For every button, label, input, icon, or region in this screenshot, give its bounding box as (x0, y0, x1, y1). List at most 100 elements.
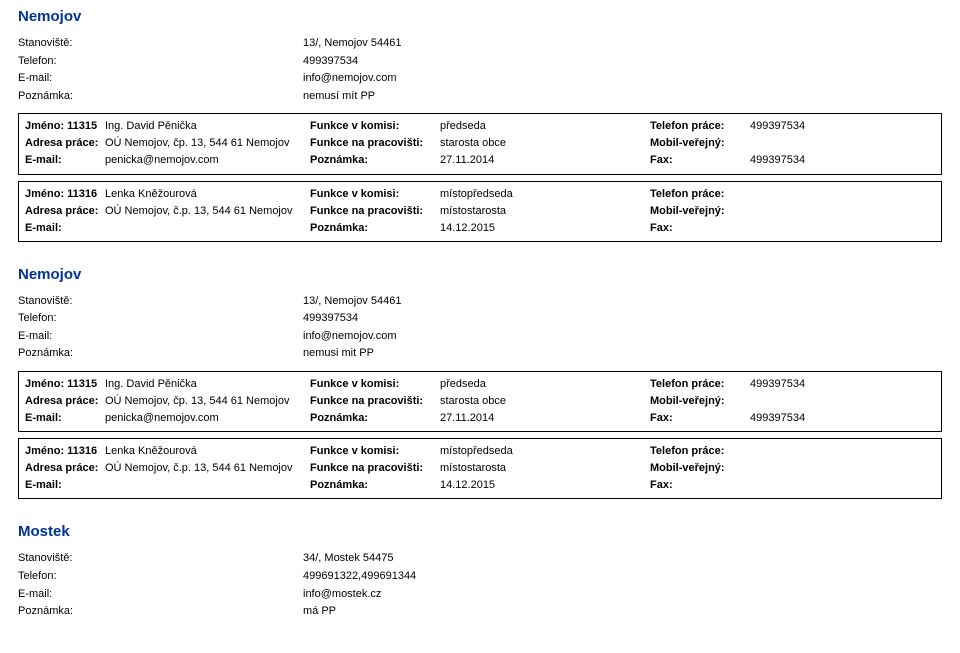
record-cell: Adresa práce: (25, 393, 105, 410)
record: Jméno: 11316Lenka KněžourováFunkce v kom… (18, 438, 942, 499)
record-cell: Telefon práce: (650, 376, 750, 393)
record-cell (105, 220, 310, 237)
record-cell: 14.12.2015 (440, 477, 650, 494)
header-block: Stanoviště:13/, Nemojov 54461Telefon:499… (18, 35, 942, 105)
email-label: E-mail: (18, 328, 303, 346)
record-cell: OÚ Nemojov, č.p. 13, 544 61 Nemojov (105, 203, 310, 220)
email-label: E-mail: (18, 586, 303, 604)
header-row-email: E-mail:info@nemojov.com (18, 70, 942, 88)
record-cell: Mobil-veřejný: (650, 393, 750, 410)
record-row: E-mail:penicka@nemojov.comPoznámka:27.11… (25, 410, 935, 427)
record-cell (750, 203, 935, 220)
record-cell: 27.11.2014 (440, 152, 650, 169)
record-cell: Fax: (650, 152, 750, 169)
record-cell: E-mail: (25, 410, 105, 427)
record-cell: Jméno: 11316 (25, 443, 105, 460)
record-cell: Lenka Kněžourová (105, 186, 310, 203)
poznamka-value: nemusí mít PP (303, 88, 942, 106)
record-cell: Funkce na pracovišti: (310, 460, 440, 477)
record-cell: Fax: (650, 477, 750, 494)
record-row: Adresa práce:OÚ Nemojov, č.p. 13, 544 61… (25, 203, 935, 220)
record: Jméno: 11315Ing. David PěničkaFunkce v k… (18, 113, 942, 174)
record-cell: Funkce v komisi: (310, 376, 440, 393)
record-cell: penicka@nemojov.com (105, 152, 310, 169)
email-value: info@nemojov.com (303, 70, 942, 88)
record-cell (750, 186, 935, 203)
header-row-poznamka: Poznámka:nemusí mít PP (18, 88, 942, 106)
record-cell: E-mail: (25, 477, 105, 494)
record-cell: Funkce na pracovišti: (310, 393, 440, 410)
record-row: Jméno: 11316Lenka KněžourováFunkce v kom… (25, 186, 935, 203)
record-row: E-mail: Poznámka:14.12.2015Fax: (25, 477, 935, 494)
email-value: info@mostek.cz (303, 586, 942, 604)
record-cell: Funkce v komisi: (310, 443, 440, 460)
telefon-value: 499397534 (303, 310, 942, 328)
record-cell (750, 393, 935, 410)
record: Jméno: 11315Ing. David PěničkaFunkce v k… (18, 371, 942, 432)
stanoviste-value: 13/, Nemojov 54461 (303, 35, 942, 53)
record-cell: Telefon práce: (650, 443, 750, 460)
email-value: info@nemojov.com (303, 328, 942, 346)
record-cell: Telefon práce: (650, 186, 750, 203)
section-title: Nemojov (18, 266, 942, 283)
record-cell: Fax: (650, 220, 750, 237)
stanoviste-value: 13/, Nemojov 54461 (303, 293, 942, 311)
record-cell: Adresa práce: (25, 460, 105, 477)
poznamka-label: Poznámka: (18, 345, 303, 363)
record-cell (750, 477, 935, 494)
telefon-label: Telefon: (18, 53, 303, 71)
header-row-telefon: Telefon:499691322,499691344 (18, 568, 942, 586)
header-row-stanoviste: Stanoviště:34/, Mostek 54475 (18, 550, 942, 568)
record-cell (750, 460, 935, 477)
record-cell: starosta obce (440, 393, 650, 410)
record-cell: E-mail: (25, 220, 105, 237)
record-cell: Ing. David Pěnička (105, 118, 310, 135)
section-title: Mostek (18, 523, 942, 540)
record-cell: Poznámka: (310, 477, 440, 494)
record-cell: 499397534 (750, 118, 935, 135)
telefon-label: Telefon: (18, 568, 303, 586)
record-cell: starosta obce (440, 135, 650, 152)
record-cell: Jméno: 11315 (25, 118, 105, 135)
record-cell: OÚ Nemojov, čp. 13, 544 61 Nemojov (105, 393, 310, 410)
section: NemojovStanoviště:13/, Nemojov 54461Tele… (18, 8, 942, 242)
header-row-stanoviste: Stanoviště:13/, Nemojov 54461 (18, 35, 942, 53)
email-label: E-mail: (18, 70, 303, 88)
header-block: Stanoviště:13/, Nemojov 54461Telefon:499… (18, 293, 942, 363)
record-cell: místostarosta (440, 460, 650, 477)
record-cell: Funkce v komisi: (310, 186, 440, 203)
record-cell: 499397534 (750, 410, 935, 427)
record-row: Jméno: 11315Ing. David PěničkaFunkce v k… (25, 376, 935, 393)
header-row-poznamka: Poznámka:má PP (18, 603, 942, 621)
record-cell: Jméno: 11316 (25, 186, 105, 203)
record-row: Adresa práce:OÚ Nemojov, č.p. 13, 544 61… (25, 460, 935, 477)
record-cell: OÚ Nemojov, čp. 13, 544 61 Nemojov (105, 135, 310, 152)
record-cell: místopředseda (440, 443, 650, 460)
poznamka-value: má PP (303, 603, 942, 621)
record-cell: Mobil-veřejný: (650, 460, 750, 477)
record-cell: Adresa práce: (25, 135, 105, 152)
record-row: Jméno: 11316Lenka KněžourováFunkce v kom… (25, 443, 935, 460)
record-cell: 14.12.2015 (440, 220, 650, 237)
record-cell: 27.11.2014 (440, 410, 650, 427)
poznamka-label: Poznámka: (18, 603, 303, 621)
record-cell: Lenka Kněžourová (105, 443, 310, 460)
record-cell: Fax: (650, 410, 750, 427)
telefon-value: 499397534 (303, 53, 942, 71)
record-cell (750, 443, 935, 460)
record-cell: Funkce na pracovišti: (310, 135, 440, 152)
record-cell: OÚ Nemojov, č.p. 13, 544 61 Nemojov (105, 460, 310, 477)
record-cell: Telefon práce: (650, 118, 750, 135)
header-block: Stanoviště:34/, Mostek 54475Telefon:4996… (18, 550, 942, 620)
record-cell (105, 477, 310, 494)
telefon-value: 499691322,499691344 (303, 568, 942, 586)
record-cell: Ing. David Pěnička (105, 376, 310, 393)
record-row: E-mail:Poznámka:14.12.2015Fax: (25, 220, 935, 237)
section-title: Nemojov (18, 8, 942, 25)
record-cell: předseda (440, 118, 650, 135)
telefon-label: Telefon: (18, 310, 303, 328)
poznamka-label: Poznámka: (18, 88, 303, 106)
record-cell: E-mail: (25, 152, 105, 169)
stanoviste-value: 34/, Mostek 54475 (303, 550, 942, 568)
header-row-stanoviste: Stanoviště:13/, Nemojov 54461 (18, 293, 942, 311)
